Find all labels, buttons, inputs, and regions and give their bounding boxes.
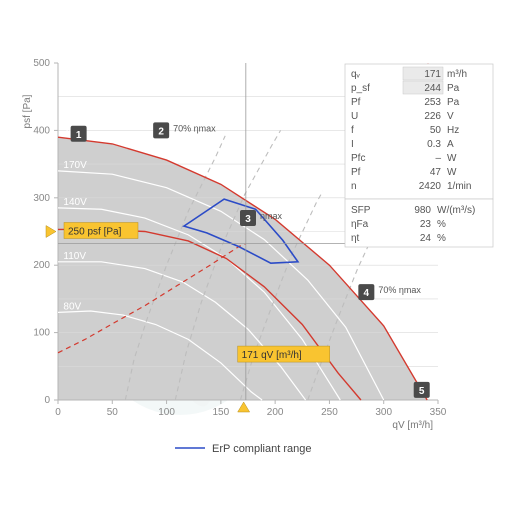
svg-text:f: f <box>351 125 354 136</box>
svg-text:171 qV [m³/h]: 171 qV [m³/h] <box>242 350 302 361</box>
svg-text:300: 300 <box>33 193 50 204</box>
svg-text:200: 200 <box>267 407 284 418</box>
svg-text:p_sf: p_sf <box>351 83 370 94</box>
svg-text:2: 2 <box>158 126 164 137</box>
svg-text:2420: 2420 <box>419 181 442 192</box>
svg-text:1/min: 1/min <box>447 181 471 192</box>
svg-text:171: 171 <box>424 69 441 80</box>
svg-text:350: 350 <box>430 407 447 418</box>
svg-text:Pf: Pf <box>351 97 361 108</box>
svg-text:226: 226 <box>424 111 441 122</box>
svg-text:ηFa: ηFa <box>351 219 369 230</box>
svg-text:ηt: ηt <box>351 233 360 244</box>
svg-text:200: 200 <box>33 260 50 271</box>
svg-text:1: 1 <box>76 130 82 141</box>
svg-text:ErP compliant range: ErP compliant range <box>212 443 311 455</box>
chart-container: 0501001502002503003500100200300400500qV … <box>0 0 510 510</box>
svg-text:23: 23 <box>420 219 432 230</box>
svg-text:–: – <box>435 153 441 164</box>
svg-text:253: 253 <box>424 97 441 108</box>
svg-text:W: W <box>447 167 457 178</box>
svg-text:5: 5 <box>419 386 425 397</box>
fan-curve-chart: 0501001502002503003500100200300400500qV … <box>0 0 510 510</box>
svg-text:70% ηmax: 70% ηmax <box>378 285 421 295</box>
svg-text:Hz: Hz <box>447 125 459 136</box>
svg-text:50: 50 <box>430 125 442 136</box>
svg-text:47: 47 <box>430 167 442 178</box>
svg-text:%: % <box>437 219 446 230</box>
svg-text:U: U <box>351 111 358 122</box>
svg-text:980: 980 <box>414 205 431 216</box>
svg-text:n: n <box>351 181 357 192</box>
svg-text:250: 250 <box>321 407 338 418</box>
svg-text:0.3: 0.3 <box>427 139 441 150</box>
svg-text:qᵥ: qᵥ <box>351 69 361 80</box>
svg-text:500: 500 <box>33 58 50 69</box>
svg-text:m³/h: m³/h <box>447 69 467 80</box>
svg-text:150: 150 <box>213 407 230 418</box>
svg-text:Pfc: Pfc <box>351 153 365 164</box>
svg-text:Pa: Pa <box>447 83 460 94</box>
svg-text:3: 3 <box>245 214 251 225</box>
svg-text:24: 24 <box>420 233 432 244</box>
svg-text:140V: 140V <box>63 197 87 208</box>
svg-text:250 psf [Pa]: 250 psf [Pa] <box>68 227 122 238</box>
svg-text:I: I <box>351 139 354 150</box>
svg-text:SFP: SFP <box>351 205 371 216</box>
svg-text:ηmax: ηmax <box>260 211 283 221</box>
svg-text:70% ηmax: 70% ηmax <box>173 123 216 133</box>
svg-text:400: 400 <box>33 125 50 136</box>
svg-text:%: % <box>437 233 446 244</box>
svg-text:0: 0 <box>55 407 61 418</box>
svg-text:80V: 80V <box>63 301 81 312</box>
svg-text:V: V <box>447 111 454 122</box>
svg-text:244: 244 <box>424 83 441 94</box>
svg-text:300: 300 <box>375 407 392 418</box>
svg-text:Pf: Pf <box>351 167 361 178</box>
svg-text:A: A <box>447 139 454 150</box>
svg-text:qV [m³/h]: qV [m³/h] <box>392 420 433 431</box>
svg-text:psf [Pa]: psf [Pa] <box>22 94 33 128</box>
svg-text:170V: 170V <box>63 160 87 171</box>
svg-text:100: 100 <box>33 328 50 339</box>
svg-text:Pa: Pa <box>447 97 460 108</box>
svg-text:110V: 110V <box>63 251 86 262</box>
svg-text:W: W <box>447 153 457 164</box>
svg-text:W/(m³/s): W/(m³/s) <box>437 205 475 216</box>
svg-text:50: 50 <box>107 407 119 418</box>
svg-text:4: 4 <box>364 288 370 299</box>
svg-text:100: 100 <box>158 407 175 418</box>
svg-text:0: 0 <box>44 395 50 406</box>
